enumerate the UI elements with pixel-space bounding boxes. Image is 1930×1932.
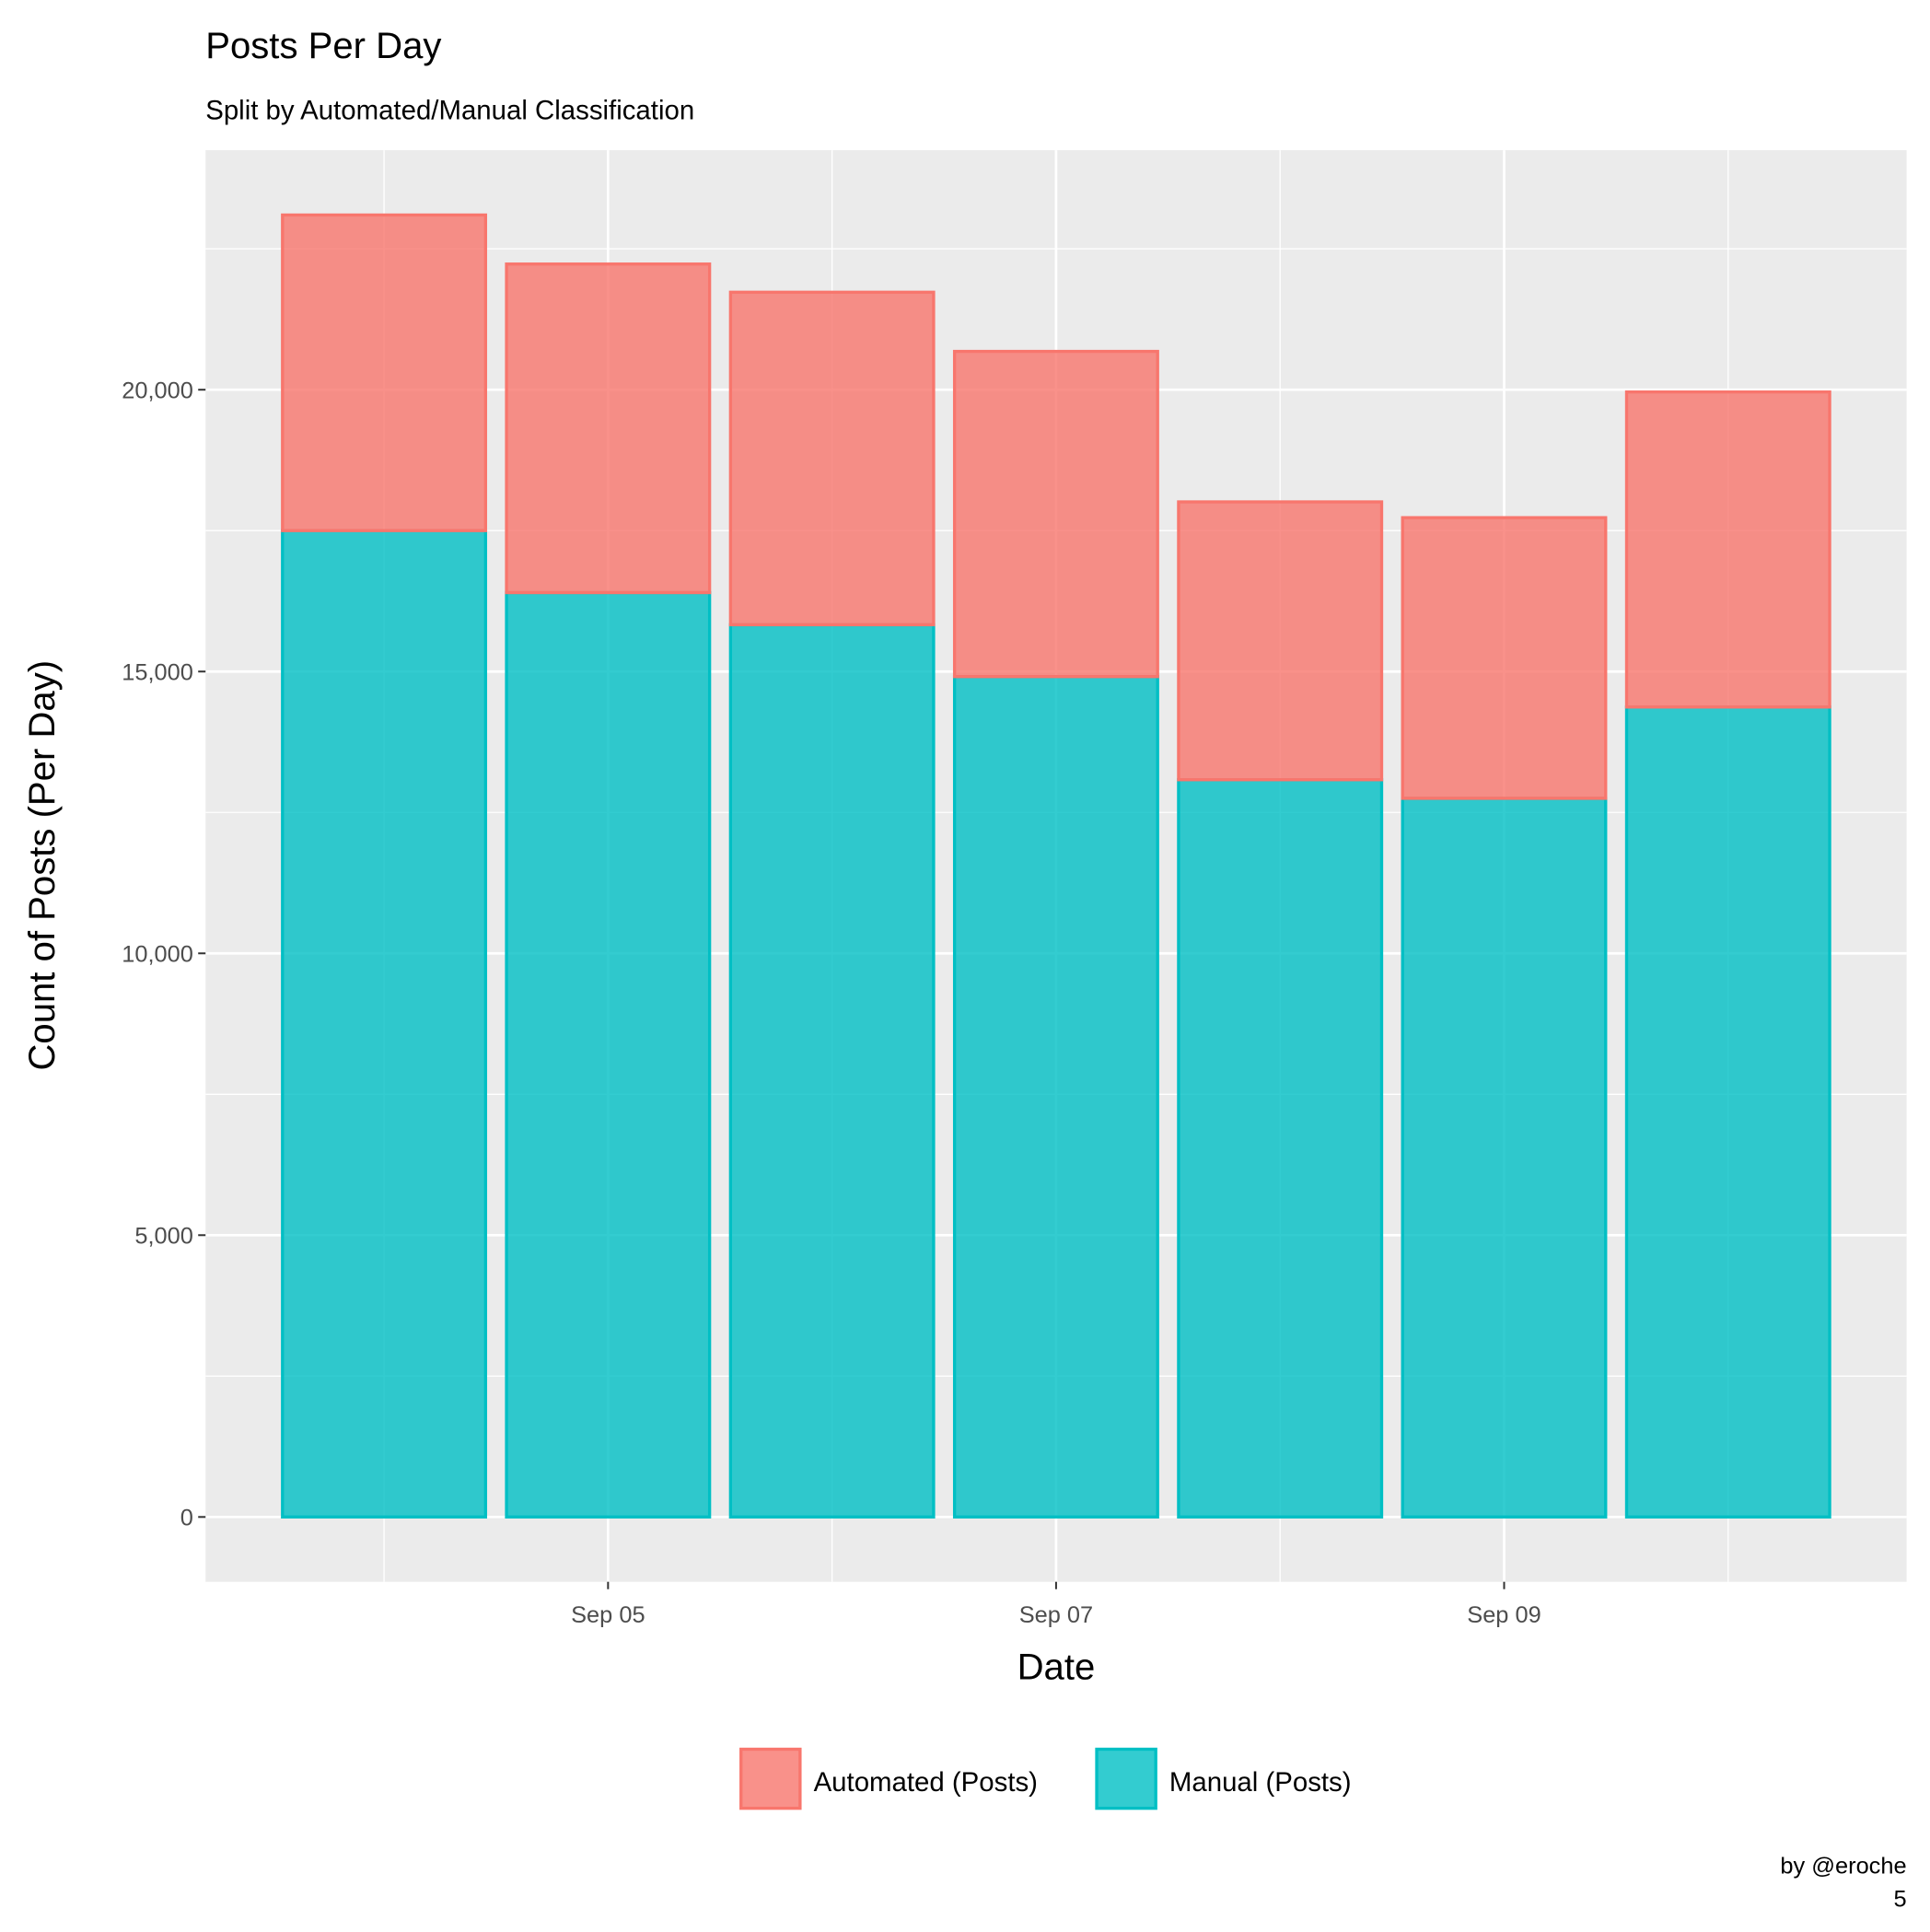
bar-manual <box>1624 705 1831 1519</box>
chart-subtitle: Split by Automated/Manual Classification <box>205 96 694 126</box>
legend-key-automated <box>739 1747 802 1810</box>
bar-automated <box>1624 390 1831 709</box>
bar-automated <box>505 262 712 595</box>
bar-automated <box>952 349 1159 679</box>
bar-manual <box>281 529 488 1519</box>
bar-manual <box>952 675 1159 1519</box>
legend-key-manual <box>1095 1747 1157 1810</box>
bar-automated <box>1401 516 1608 800</box>
y-tick-label: 20,000 <box>122 378 193 404</box>
bar-automated <box>728 290 936 627</box>
y-tick-label: 10,000 <box>122 942 193 968</box>
y-tick-label: 15,000 <box>122 660 193 686</box>
caption: by @eroche <box>1780 1854 1906 1880</box>
y-axis-label: Count of Posts (Per Day) <box>22 660 63 1071</box>
bar-manual <box>505 590 712 1519</box>
bar-manual <box>728 623 936 1519</box>
x-axis-label: Date <box>1017 1647 1096 1687</box>
x-tick-label: Sep 09 <box>1467 1602 1541 1628</box>
bar-manual <box>1401 797 1608 1519</box>
legend: Automated (Posts) Manual (Posts) <box>739 1747 1352 1810</box>
legend-label-manual: Manual (Posts) <box>1169 1767 1352 1798</box>
x-tick-label: Sep 05 <box>571 1602 645 1628</box>
caption-line2: 5 <box>1893 1887 1906 1913</box>
chart-title: Posts Per Day <box>205 26 441 66</box>
x-tick-label: Sep 07 <box>1019 1602 1093 1628</box>
bar-manual <box>1177 778 1384 1519</box>
y-tick-label: 0 <box>180 1506 193 1531</box>
y-tick-label: 5,000 <box>134 1224 193 1250</box>
legend-label-automated: Automated (Posts) <box>814 1767 1038 1798</box>
bar-automated <box>1177 500 1384 782</box>
bar-automated <box>281 213 488 532</box>
